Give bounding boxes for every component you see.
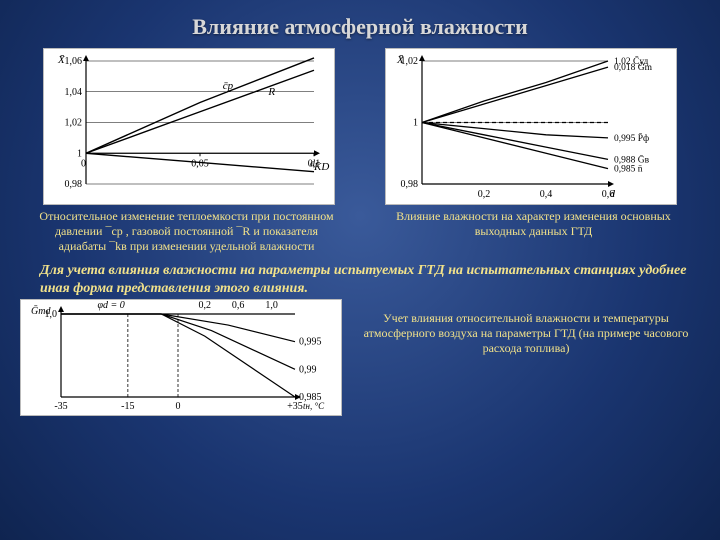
svg-text:0: 0 bbox=[176, 401, 181, 412]
chart-bottom-fuel-flow: 1,0-35-150+35φd = 00,20,61,00,9950,990,9… bbox=[20, 299, 342, 416]
svg-text:0,995 P̄ф: 0,995 P̄ф bbox=[614, 132, 649, 144]
svg-text:1,0: 1,0 bbox=[265, 300, 278, 311]
svg-text:1: 1 bbox=[413, 118, 418, 129]
svg-text:-15: -15 bbox=[121, 401, 134, 412]
svg-text:0,018 Ḡm: 0,018 Ḡm bbox=[614, 61, 653, 73]
svg-text:c̄p: c̄p bbox=[223, 80, 234, 92]
svg-text:1,02: 1,02 bbox=[65, 118, 83, 129]
body-paragraph: Для учета влияния влажности на параметры… bbox=[0, 254, 720, 299]
svg-text:K̄D: K̄D bbox=[313, 161, 329, 173]
svg-text:R: R bbox=[267, 86, 275, 98]
svg-text:0,988 Ḡв: 0,988 Ḡв bbox=[614, 153, 650, 165]
caption-bottom: Учет влияния относительной влажности и т… bbox=[352, 299, 700, 356]
svg-text:0,995: 0,995 bbox=[299, 337, 322, 348]
svg-text:0,98: 0,98 bbox=[65, 179, 83, 190]
svg-text:0,05: 0,05 bbox=[191, 158, 209, 169]
svg-text:0,98: 0,98 bbox=[401, 179, 419, 190]
chart-right-output-params: 0,9811,020,20,40,61,02 C̄уд0,018 Ḡm0,995… bbox=[385, 48, 677, 205]
svg-text:0,2: 0,2 bbox=[198, 300, 211, 311]
svg-text:0,99: 0,99 bbox=[299, 364, 317, 375]
svg-text:0,4: 0,4 bbox=[540, 189, 553, 200]
svg-text:0,6: 0,6 bbox=[232, 300, 245, 311]
top-caption-row: Относительное изменение теплоемкости при… bbox=[0, 205, 720, 254]
slide-title: Влияние атмосферной влажности bbox=[0, 0, 720, 40]
svg-text:X̄: X̄ bbox=[57, 54, 66, 66]
svg-text:d: d bbox=[610, 189, 616, 200]
top-chart-row: 0,9811,021,041,060,050,10c̄pRK̄DX̄d 0,98… bbox=[0, 48, 720, 205]
svg-text:0,985 n̄: 0,985 n̄ bbox=[614, 165, 643, 175]
caption-right: Влияние влажности на характер изменения … bbox=[384, 209, 684, 254]
svg-text:φd = 0: φd = 0 bbox=[98, 300, 125, 311]
svg-text:1,06: 1,06 bbox=[65, 56, 83, 67]
chart-left-heat-capacity: 0,9811,021,041,060,050,10c̄pRK̄DX̄d bbox=[43, 48, 335, 205]
svg-text:0,2: 0,2 bbox=[478, 189, 491, 200]
svg-text:X̄: X̄ bbox=[396, 54, 405, 66]
svg-text:tн, °C: tн, °C bbox=[303, 401, 325, 411]
svg-text:Ḡmd: Ḡmd bbox=[31, 305, 51, 317]
svg-text:-35: -35 bbox=[54, 401, 67, 412]
svg-text:1,04: 1,04 bbox=[65, 87, 83, 98]
bottom-row: 1,0-35-150+35φd = 00,20,61,00,9950,990,9… bbox=[0, 299, 720, 416]
svg-text:0: 0 bbox=[81, 158, 86, 169]
caption-left: Относительное изменение теплоемкости при… bbox=[37, 209, 337, 254]
